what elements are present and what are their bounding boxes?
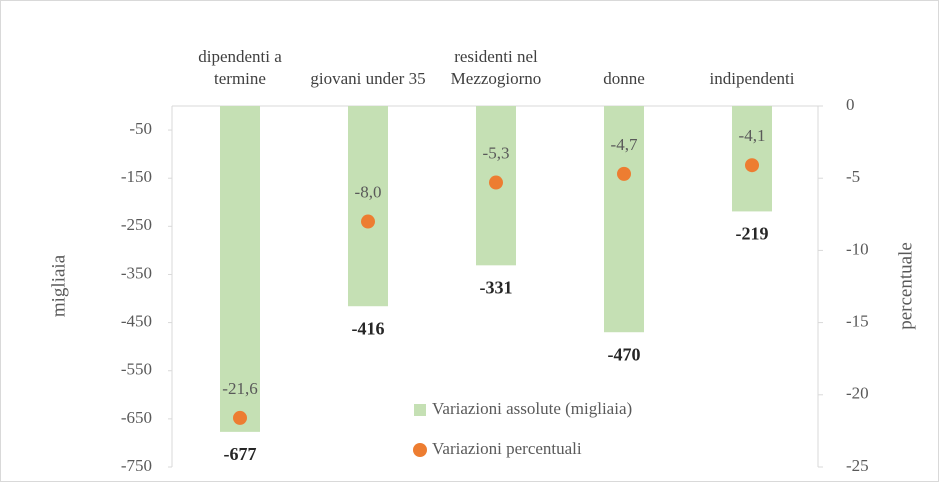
y2-tick-label: -10	[846, 239, 869, 258]
category-label: residenti nel Mezzogiorno	[450, 47, 542, 88]
dot-value-label: -21,6	[222, 379, 257, 398]
y2-tick-label: -5	[846, 167, 860, 186]
category-label: donne	[603, 69, 645, 88]
bar-value-label: -470	[608, 344, 641, 364]
y-tick-label: -250	[121, 215, 152, 234]
category-label: dipendenti a termine	[198, 47, 282, 88]
y-tick-label: -50	[129, 119, 152, 138]
dot	[745, 158, 759, 173]
bar-value-label: -219	[736, 224, 769, 244]
dot-value-label: -4,1	[739, 126, 766, 145]
bar	[220, 106, 260, 432]
y2-tick-label: -25	[846, 456, 869, 475]
dot-value-label: -8,0	[355, 182, 382, 201]
dot	[617, 166, 631, 181]
y2-tick-label: -20	[846, 384, 869, 403]
y-tick-label: -750	[121, 456, 152, 475]
dot	[361, 214, 375, 229]
y2-axis-title: percentuale	[895, 242, 916, 330]
y2-tick-label: -15	[846, 312, 869, 331]
y2-tick-label: 0	[846, 95, 855, 114]
y-tick-label: -550	[121, 360, 152, 379]
category-label: indipendenti	[709, 69, 795, 88]
dot-value-label: -5,3	[483, 143, 510, 162]
category-label: giovani under 35	[310, 69, 426, 88]
dot-value-label: -4,7	[611, 135, 638, 154]
y-axis-title: migliaia	[48, 254, 69, 317]
y-tick-label: -650	[121, 408, 152, 427]
bar-value-label: -331	[480, 277, 513, 297]
y-tick-label: -150	[121, 167, 152, 186]
bar-value-label: -416	[352, 318, 385, 338]
bar	[604, 106, 644, 333]
y-tick-label: -450	[121, 312, 152, 331]
bar-value-label: -677	[224, 444, 257, 464]
legend-swatch	[413, 443, 427, 457]
dot	[489, 175, 503, 190]
y-tick-label: -350	[121, 263, 152, 282]
dot	[233, 410, 247, 425]
legend-label: Variazioni assolute (migliaia)	[432, 399, 632, 418]
legend-swatch	[414, 404, 426, 416]
legend-label: Variazioni percentuali	[432, 439, 582, 458]
bar	[348, 106, 388, 307]
